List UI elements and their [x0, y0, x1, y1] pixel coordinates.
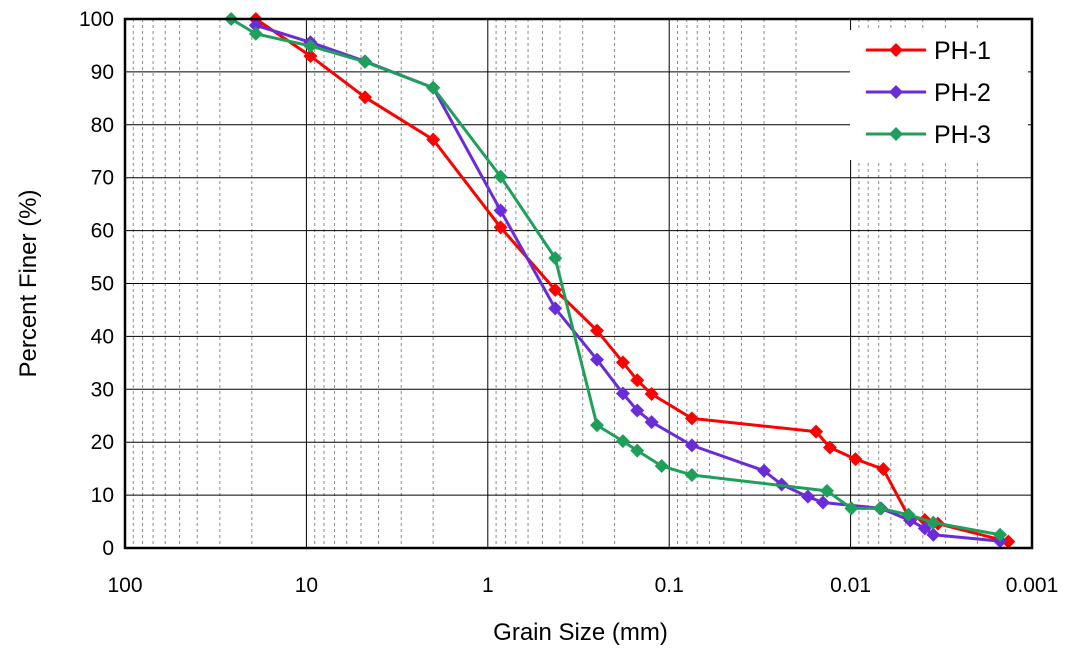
data-point: [590, 323, 605, 338]
data-point: [303, 38, 318, 53]
data-point: [248, 26, 263, 41]
data-point: [822, 440, 837, 455]
x-tick-label: 0.001: [1006, 574, 1059, 597]
legend-label: PH-2: [934, 79, 991, 107]
data-point: [654, 459, 669, 474]
data-point: [426, 80, 441, 95]
y-tick-label: 60: [91, 220, 114, 243]
data-point: [684, 467, 699, 482]
legend-item: PH-2: [866, 79, 991, 107]
data-point: [615, 434, 630, 449]
data-point: [615, 355, 630, 370]
data-point: [615, 386, 630, 401]
x-tick-label: 0.01: [830, 574, 871, 597]
y-tick-labels: 0 10 20 30 40 50 60 70 80 90 100: [79, 8, 114, 560]
data-point: [844, 501, 859, 516]
y-tick-label: 50: [91, 273, 114, 296]
legend-marker: [889, 85, 903, 99]
data-point: [800, 489, 815, 504]
data-point: [684, 438, 699, 453]
data-point: [815, 495, 830, 510]
data-point: [303, 49, 318, 64]
y-tick-label: 90: [91, 61, 114, 84]
data-point: [819, 483, 834, 498]
x-tick-labels: 100 10 1 0.1 0.01 0.001: [107, 574, 1058, 597]
y-tick-label: 0: [102, 537, 114, 560]
data-point: [644, 387, 659, 402]
y-axis-title: Percent Finer (%): [15, 189, 42, 377]
x-tick-label: 10: [295, 574, 318, 597]
data-point: [590, 352, 605, 367]
legend-label: PH-3: [934, 121, 991, 149]
data-point: [248, 18, 263, 33]
data-series: [224, 12, 1016, 549]
data-point: [590, 418, 605, 433]
data-point: [926, 527, 941, 542]
x-tick-label: 100: [107, 574, 142, 597]
data-point: [358, 54, 373, 69]
y-tick-label: 40: [91, 325, 114, 348]
series-ph-3: [224, 12, 1008, 542]
data-point: [630, 443, 645, 458]
legend-item: PH-3: [866, 121, 991, 149]
legend-label: PH-1: [934, 37, 991, 65]
data-point: [757, 463, 772, 478]
data-point: [809, 424, 824, 439]
plot-area-border: [123, 17, 1034, 550]
data-point: [358, 90, 373, 105]
y-tick-label: 70: [91, 167, 114, 190]
legend-item: PH-1: [866, 37, 991, 65]
data-point: [917, 521, 932, 536]
x-tick-label: 1: [482, 574, 494, 597]
data-point: [848, 452, 863, 467]
data-point: [493, 203, 508, 218]
y-tick-label: 10: [91, 484, 114, 507]
x-tick-label: 0.1: [655, 574, 684, 597]
data-point: [1001, 534, 1016, 549]
data-point: [630, 403, 645, 418]
y-tick-label: 20: [91, 431, 114, 454]
legend-marker: [889, 43, 903, 57]
data-point: [644, 415, 659, 430]
data-point: [876, 462, 891, 477]
legend-background: [850, 30, 1028, 160]
legend-marker: [889, 127, 903, 141]
data-point: [630, 373, 645, 388]
data-point: [493, 220, 508, 235]
data-point: [426, 132, 441, 147]
legend: PH-1 PH-2 PH-3: [850, 30, 1028, 160]
data-point: [548, 301, 563, 316]
y-tick-label: 100: [79, 8, 114, 31]
data-point: [493, 169, 508, 184]
y-tick-label: 30: [91, 378, 114, 401]
data-point: [926, 515, 941, 530]
data-point: [684, 411, 699, 426]
x-axis-title: Grain Size (mm): [493, 619, 668, 646]
data-point: [993, 527, 1008, 542]
data-point: [548, 251, 563, 266]
data-point: [901, 507, 916, 522]
data-point: [548, 282, 563, 297]
y-tick-label: 80: [91, 114, 114, 137]
data-point: [872, 501, 887, 516]
